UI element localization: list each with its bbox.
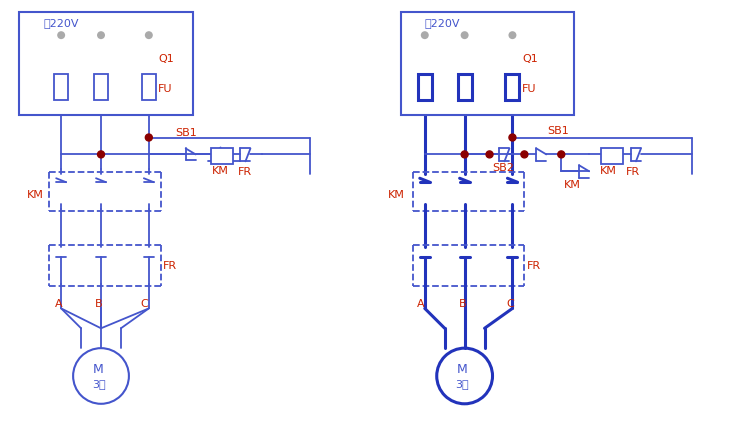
Text: SB1: SB1 (176, 127, 197, 137)
Text: M: M (457, 362, 468, 375)
Text: B: B (459, 299, 466, 309)
Circle shape (421, 32, 429, 40)
Circle shape (145, 32, 152, 40)
Circle shape (486, 151, 493, 158)
Text: SB2: SB2 (493, 163, 515, 173)
Bar (457, 75, 471, 101)
Circle shape (461, 151, 468, 158)
Text: FU: FU (158, 84, 172, 94)
Circle shape (145, 135, 152, 141)
Bar (418, 75, 432, 101)
Text: Q1: Q1 (523, 54, 538, 64)
Text: FR: FR (526, 260, 540, 270)
Text: A: A (417, 299, 424, 309)
Text: FR: FR (163, 260, 177, 270)
Text: Q1: Q1 (159, 54, 174, 64)
Bar (54, 75, 68, 101)
Bar (210, 149, 232, 165)
Text: SB1: SB1 (548, 125, 569, 135)
Text: KM: KM (388, 190, 405, 200)
Circle shape (97, 151, 105, 158)
Text: FR: FR (626, 167, 640, 177)
Text: KM: KM (564, 180, 581, 190)
Text: 3～: 3～ (92, 378, 106, 388)
Text: FU: FU (521, 84, 536, 94)
Circle shape (558, 151, 564, 158)
Text: B: B (95, 299, 103, 309)
Circle shape (460, 32, 468, 40)
Circle shape (57, 32, 65, 40)
Text: C: C (141, 299, 149, 309)
Text: C: C (507, 299, 515, 309)
Text: M: M (93, 362, 104, 375)
Text: KM: KM (27, 190, 44, 200)
Bar (401, 13, 574, 115)
Text: A: A (55, 299, 63, 309)
Bar (19, 13, 193, 115)
Circle shape (509, 32, 517, 40)
Text: 3～: 3～ (456, 378, 469, 388)
Bar (601, 149, 623, 165)
Circle shape (97, 32, 105, 40)
Text: ～220V: ～220V (43, 18, 78, 28)
Circle shape (521, 151, 528, 158)
Text: KM: KM (212, 166, 229, 176)
Bar (142, 75, 156, 101)
Text: KM: KM (600, 166, 617, 176)
Text: FR: FR (237, 167, 251, 177)
Bar (94, 75, 108, 101)
Text: ～220V: ～220V (425, 18, 460, 28)
Bar (506, 75, 520, 101)
Circle shape (509, 135, 516, 141)
